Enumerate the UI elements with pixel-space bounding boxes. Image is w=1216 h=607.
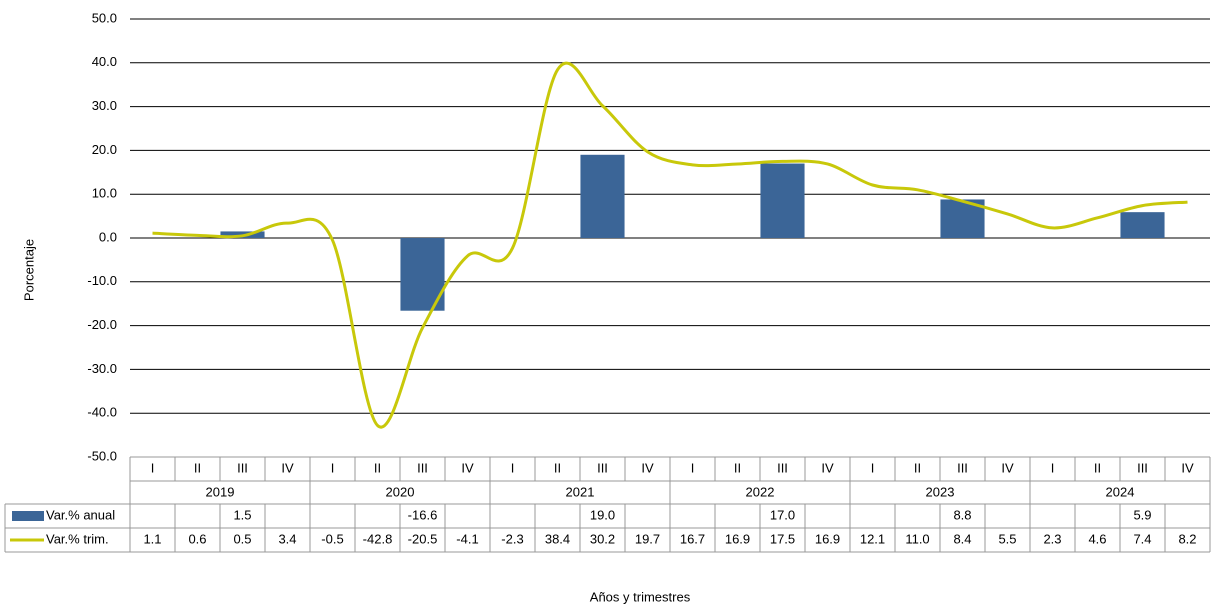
bar bbox=[580, 154, 625, 238]
table-value: 2.3 bbox=[1043, 531, 1061, 546]
y-tick-label: 40.0 bbox=[92, 54, 117, 69]
y-tick-label: -10.0 bbox=[87, 273, 117, 288]
table-value: 5.9 bbox=[1133, 507, 1151, 522]
x-tick-label: I bbox=[331, 460, 335, 475]
bar bbox=[1120, 212, 1165, 238]
y-tick-label: 20.0 bbox=[92, 142, 117, 157]
table-value: -20.5 bbox=[408, 531, 438, 546]
x-tick-label: IV bbox=[1181, 460, 1194, 475]
x-tick-label: IV bbox=[641, 460, 654, 475]
y-tick-label: 10.0 bbox=[92, 186, 117, 201]
table-value: -0.5 bbox=[321, 531, 343, 546]
x-tick-label: III bbox=[417, 460, 428, 475]
x-tick-label: I bbox=[1051, 460, 1055, 475]
x-tick-label: III bbox=[597, 460, 608, 475]
x-tick-label: I bbox=[871, 460, 875, 475]
x-tick-label: II bbox=[734, 460, 741, 475]
table-value: 5.5 bbox=[998, 531, 1016, 546]
table-value: 16.9 bbox=[815, 531, 840, 546]
x-tick-label: III bbox=[237, 460, 248, 475]
x-tick-label: III bbox=[957, 460, 968, 475]
table-value: 3.4 bbox=[278, 531, 296, 546]
x-tick-label: II bbox=[914, 460, 921, 475]
x-tick-label: II bbox=[1094, 460, 1101, 475]
table-value: 1.5 bbox=[233, 507, 251, 522]
legend-label: Var.% trim. bbox=[46, 531, 109, 546]
table-value: -42.8 bbox=[363, 531, 393, 546]
table-value: 38.4 bbox=[545, 531, 570, 546]
x-tick-label: III bbox=[777, 460, 788, 475]
table-value: -2.3 bbox=[501, 531, 523, 546]
year-label: 2022 bbox=[746, 484, 775, 499]
y-axis-title: Porcentaje bbox=[21, 239, 36, 301]
x-tick-label: II bbox=[194, 460, 201, 475]
table-value: 0.6 bbox=[188, 531, 206, 546]
y-tick-label: 0.0 bbox=[99, 229, 117, 244]
table-value: 8.2 bbox=[1178, 531, 1196, 546]
x-tick-label: II bbox=[554, 460, 561, 475]
table-value: 1.1 bbox=[143, 531, 161, 546]
table-value: -16.6 bbox=[408, 507, 438, 522]
legend-swatch bbox=[12, 511, 44, 521]
table-value: 7.4 bbox=[1133, 531, 1151, 546]
x-tick-label: I bbox=[691, 460, 695, 475]
table-value: 4.6 bbox=[1088, 531, 1106, 546]
table-value: 0.5 bbox=[233, 531, 251, 546]
table-value: 8.8 bbox=[953, 507, 971, 522]
y-tick-label: -20.0 bbox=[87, 317, 117, 332]
year-label: 2020 bbox=[386, 484, 415, 499]
table-value: 17.0 bbox=[770, 507, 795, 522]
table-value: -4.1 bbox=[456, 531, 478, 546]
x-axis-title: Años y trimestres bbox=[590, 589, 691, 604]
year-label: 2023 bbox=[926, 484, 955, 499]
x-tick-label: I bbox=[511, 460, 515, 475]
year-label: 2019 bbox=[206, 484, 235, 499]
table-value: 16.7 bbox=[680, 531, 705, 546]
year-label: 2021 bbox=[566, 484, 595, 499]
table-value: 8.4 bbox=[953, 531, 971, 546]
x-tick-label: I bbox=[151, 460, 155, 475]
table-value: 12.1 bbox=[860, 531, 885, 546]
x-tick-label: IV bbox=[461, 460, 474, 475]
y-tick-label: 50.0 bbox=[92, 10, 117, 25]
legend-label: Var.% anual bbox=[46, 507, 115, 522]
x-tick-label: III bbox=[1137, 460, 1148, 475]
x-tick-label: IV bbox=[281, 460, 294, 475]
table-value: 30.2 bbox=[590, 531, 615, 546]
x-tick-label: IV bbox=[1001, 460, 1014, 475]
table-value: 19.7 bbox=[635, 531, 660, 546]
table-value: 17.5 bbox=[770, 531, 795, 546]
x-tick-label: IV bbox=[821, 460, 834, 475]
y-tick-label: -30.0 bbox=[87, 361, 117, 376]
table-value: 16.9 bbox=[725, 531, 750, 546]
x-tick-label: II bbox=[374, 460, 381, 475]
bar bbox=[760, 163, 805, 238]
year-label: 2024 bbox=[1106, 484, 1135, 499]
y-tick-label: 30.0 bbox=[92, 98, 117, 113]
table-value: 11.0 bbox=[905, 531, 929, 546]
y-tick-label: -40.0 bbox=[87, 405, 117, 420]
y-tick-label: -50.0 bbox=[87, 448, 117, 463]
line bbox=[152, 61, 1188, 429]
table-value: 19.0 bbox=[590, 507, 615, 522]
